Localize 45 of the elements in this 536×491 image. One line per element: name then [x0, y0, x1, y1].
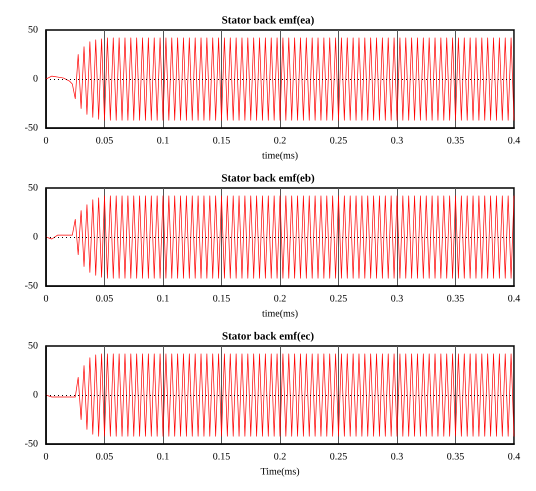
x-tick-label: 0.2 [274, 294, 286, 305]
y-tick-label: 0 [33, 74, 38, 85]
x-axis-title: Time(ms) [260, 466, 300, 478]
chart-title: Stator back emf(ec) [222, 330, 314, 342]
line-series [46, 196, 514, 279]
y-tick-label: -50 [24, 122, 38, 134]
x-tick-label: 0.1 [156, 452, 170, 463]
y-tick-label: 50 [28, 182, 38, 194]
chart-title: Stator back emf(eb) [221, 172, 315, 184]
x-tick-label: 0.35 [446, 452, 464, 463]
x-tick-label: 0.3 [390, 294, 404, 305]
x-tick-label: 0.1 [156, 294, 170, 305]
x-tick-label: 0.15 [212, 452, 230, 463]
x-tick-label: 0.35 [446, 294, 464, 305]
x-tick-label: 0.4 [508, 136, 520, 147]
x-tick-label: 0.25 [330, 136, 348, 147]
x-tick-label: 0.3 [390, 452, 404, 463]
x-tick-label: 0 [44, 452, 48, 463]
x-tick-label: 0.15 [212, 136, 230, 147]
x-tick-label: 0.4 [508, 294, 520, 305]
x-tick-label: 0 [44, 136, 48, 147]
x-tick-label: 0.2 [274, 136, 286, 147]
line-series [46, 38, 514, 121]
x-tick-label: 0.25 [330, 452, 348, 463]
x-tick-label: 0.35 [446, 136, 464, 147]
x-tick-label: 0.15 [212, 294, 230, 305]
x-tick-label: 0.2 [274, 452, 286, 463]
x-tick-label: 0.1 [156, 136, 170, 147]
x-tick-label: 0.4 [508, 452, 520, 463]
x-axis-title: time(ms) [262, 308, 298, 320]
y-tick-label: -50 [24, 280, 38, 292]
y-tick-label: -50 [24, 438, 38, 450]
line-series [46, 354, 514, 437]
y-tick-label: 0 [33, 232, 38, 243]
x-tick-label: 0.05 [96, 452, 114, 463]
x-tick-label: 0.05 [96, 136, 114, 147]
x-tick-label: 0.25 [330, 294, 348, 305]
x-axis-title: time(ms) [262, 150, 298, 162]
x-tick-label: 0 [44, 294, 48, 305]
x-tick-label: 0.05 [96, 294, 114, 305]
y-tick-label: 50 [28, 340, 38, 352]
x-tick-label: 0.3 [390, 136, 404, 147]
chart-title: Stator back emf(ea) [222, 14, 315, 26]
y-tick-label: 0 [33, 390, 38, 401]
y-tick-label: 50 [28, 24, 38, 36]
